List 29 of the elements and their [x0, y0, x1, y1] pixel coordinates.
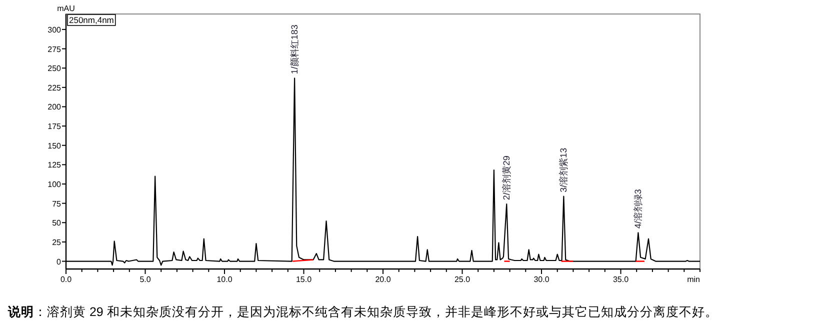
x-axis-title: min [687, 275, 700, 284]
y-tick-label: 0 [56, 257, 62, 266]
x-tick-label: 35.0 [612, 275, 630, 284]
y-tick-label: 75 [52, 199, 62, 208]
annotation: 2/溶剂黄29 [502, 156, 512, 200]
x-tick-label: 25.0 [454, 275, 471, 284]
y-tick-label: 275 [48, 44, 62, 54]
y-axis-title: mAU [57, 4, 76, 13]
annotation: 1/颜料红183 [290, 24, 300, 74]
y-tick-label: 150 [48, 141, 62, 150]
y-tick-label: 300 [48, 25, 62, 34]
y-tick-label: 100 [48, 180, 62, 189]
y-tick-label: 125 [48, 160, 62, 170]
x-tick-label: 20.0 [375, 275, 392, 284]
y-tick-label: 50 [52, 218, 62, 228]
x-tick-label: 5.0 [140, 275, 152, 284]
annotation: 250nm,4nm [69, 15, 114, 25]
y-tick-label: 225 [48, 83, 62, 92]
y-tick-label: 175 [48, 122, 62, 132]
annotation: 4/溶剂绿3 [633, 189, 644, 229]
x-tick-label: 10.0 [216, 275, 233, 284]
text: 说明：溶剂黄 29 和未知杂质没有分开，是因为混标不纯含有未知杂质导致，并非是峰形不好或与其它已知成分分离度不好。 [7, 304, 718, 319]
y-tick-label: 25 [52, 238, 62, 247]
annotation: 3/溶剂紫13 [558, 148, 569, 192]
x-tick-label: 0.0 [60, 275, 72, 284]
x-tick-label: 15.0 [296, 275, 312, 284]
y-tick-label: 250 [48, 64, 62, 74]
x-tick-label: 30.0 [534, 275, 550, 284]
y-tick-label: 200 [48, 102, 62, 112]
